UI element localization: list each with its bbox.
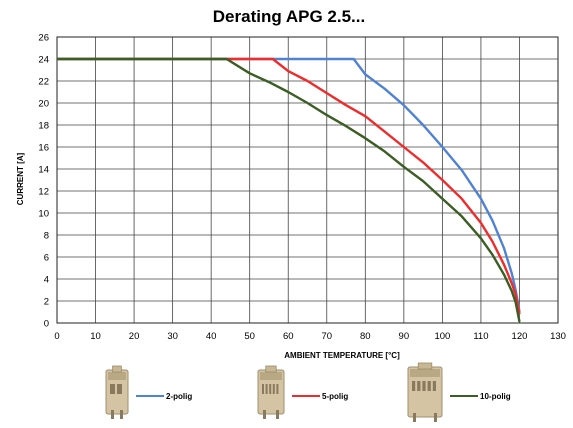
y-tick-label: 26 bbox=[38, 33, 49, 44]
x-tick-label: 100 bbox=[434, 331, 450, 342]
connector-10-pole-icon bbox=[407, 362, 443, 422]
y-tick-label: 24 bbox=[38, 55, 49, 66]
series-lines bbox=[57, 57, 521, 323]
x-tick-label: 50 bbox=[244, 331, 255, 342]
y-tick-label: 0 bbox=[44, 319, 49, 330]
x-tick-label: 110 bbox=[473, 331, 488, 342]
series-line-2-polig bbox=[57, 57, 521, 313]
x-tick-label: 70 bbox=[321, 331, 332, 342]
chart-title: Derating APG 2.5... bbox=[213, 7, 365, 26]
connector-2-pole-icon bbox=[105, 365, 129, 419]
y-tick-label: 20 bbox=[38, 99, 49, 110]
x-axis-ticks: 0 10 20 30 40 50 60 70 80 90 100 110 120 130 bbox=[54, 331, 566, 342]
y-tick-label: 22 bbox=[38, 77, 49, 88]
y-tick-label: 10 bbox=[38, 209, 49, 220]
x-axis-label: AMBIENT TEMPERATURE [°C] bbox=[284, 351, 400, 360]
y-tick-label: 2 bbox=[44, 297, 49, 308]
y-tick-label: 4 bbox=[44, 275, 49, 286]
series-line-10-polig bbox=[57, 57, 521, 323]
x-tick-label: 40 bbox=[206, 331, 217, 342]
x-tick-label: 30 bbox=[167, 331, 178, 342]
legend-label: 10-polig bbox=[480, 392, 511, 401]
x-tick-label: 130 bbox=[550, 331, 566, 342]
y-tick-label: 16 bbox=[38, 143, 49, 154]
x-tick-label: 80 bbox=[360, 331, 371, 342]
x-tick-label: 120 bbox=[512, 331, 528, 342]
x-tick-label: 90 bbox=[399, 331, 410, 342]
x-tick-label: 0 bbox=[54, 331, 59, 342]
x-tick-label: 10 bbox=[90, 331, 101, 342]
legend: 2-polig 5-polig 10-polig bbox=[105, 362, 511, 422]
legend-label: 5-polig bbox=[322, 392, 348, 401]
x-tick-label: 20 bbox=[129, 331, 140, 342]
y-tick-label: 18 bbox=[38, 121, 49, 132]
y-tick-label: 14 bbox=[38, 165, 49, 176]
y-tick-label: 6 bbox=[44, 253, 49, 264]
x-tick-label: 60 bbox=[283, 331, 294, 342]
connector-5-pole-icon bbox=[257, 365, 285, 419]
legend-label: 2-polig bbox=[166, 392, 192, 401]
series-line-5-polig bbox=[57, 57, 521, 315]
plot-frame bbox=[56, 36, 559, 324]
y-axis-label: CURRENT [A] bbox=[16, 152, 25, 205]
y-tick-label: 8 bbox=[44, 231, 49, 242]
y-tick-label: 12 bbox=[38, 187, 49, 198]
